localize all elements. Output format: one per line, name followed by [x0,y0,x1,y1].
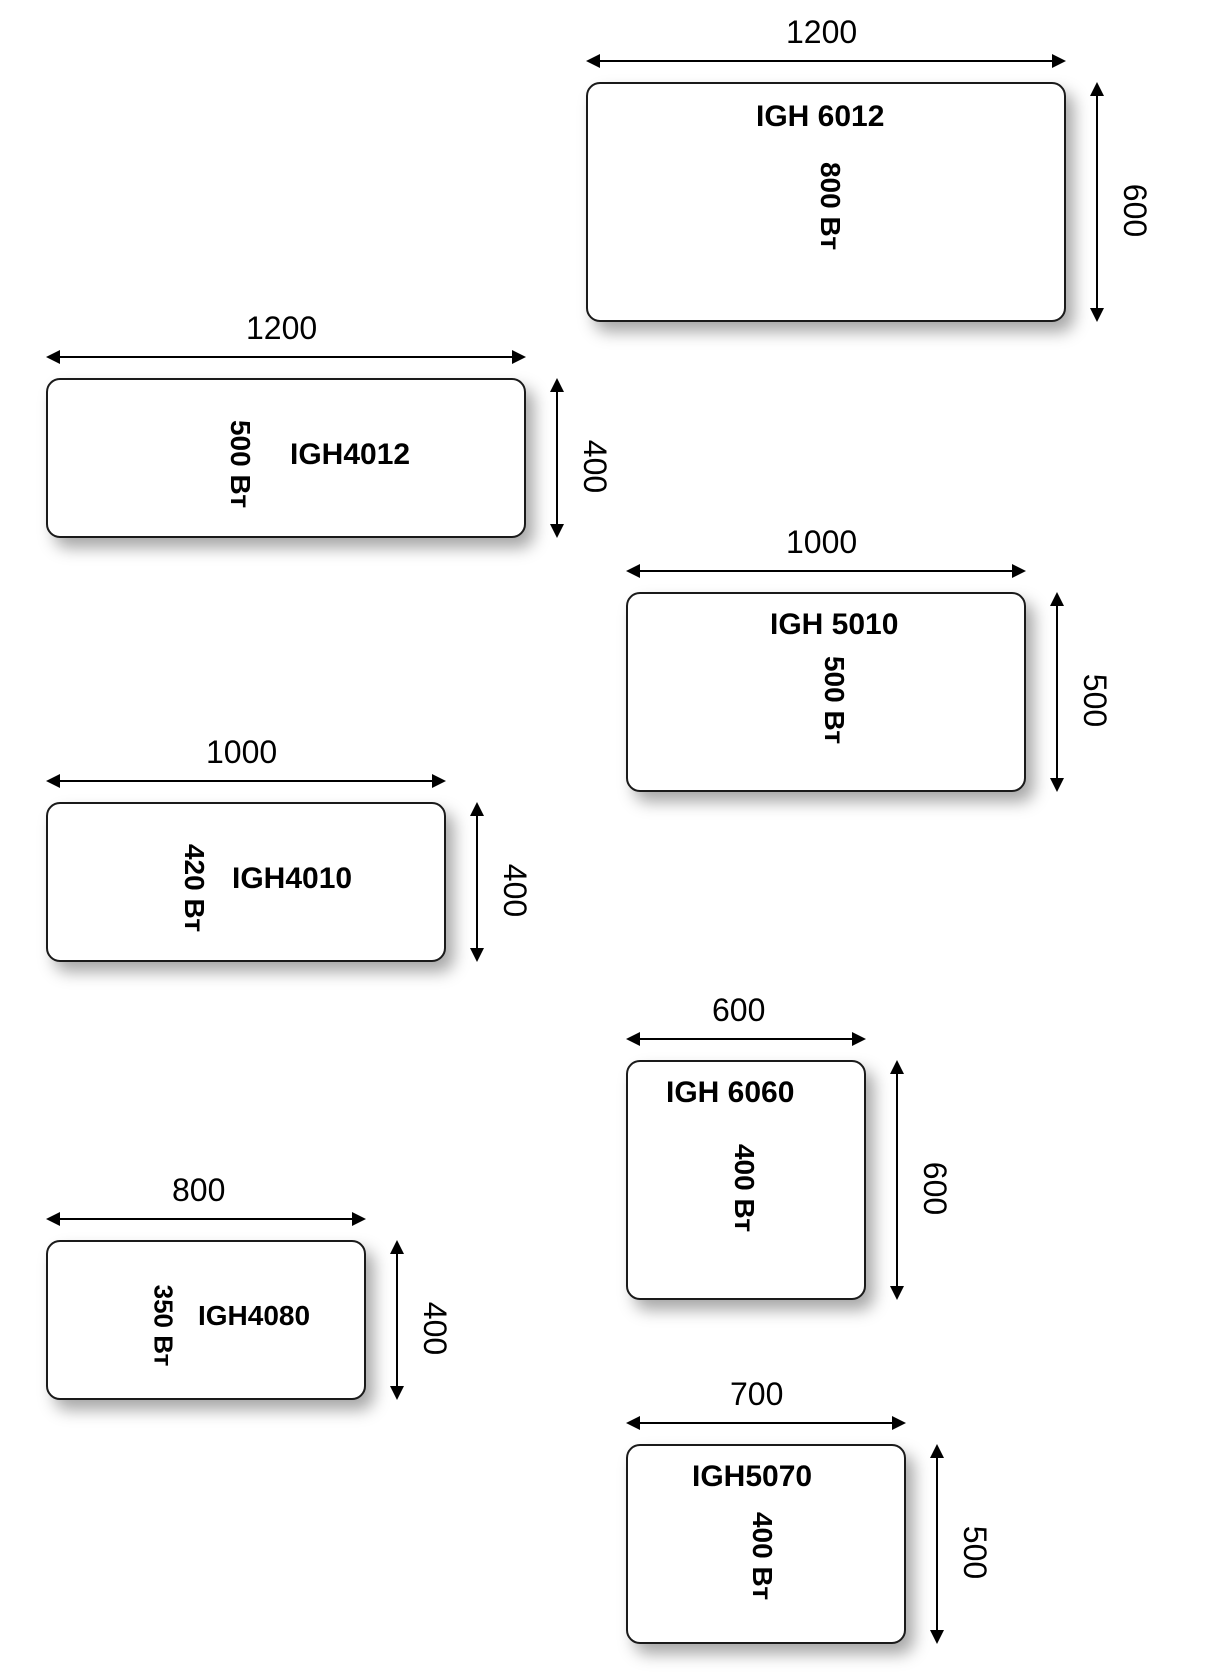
arrow-down-icon [550,524,564,538]
arrow-down-icon [890,1286,904,1300]
power-label-igh4012: 500 Вт [224,420,256,508]
arrow-left-icon [46,350,60,364]
height-label-igh4012: 400 [576,440,613,493]
width-label-igh6060: 600 [712,992,765,1029]
arrow-left-icon [626,1032,640,1046]
arrow-right-icon [512,350,526,364]
dimension-line-horizontal [56,1218,356,1220]
model-label-igh4080: IGH4080 [198,1300,310,1332]
arrow-up-icon [390,1240,404,1254]
dimension-line-horizontal [596,60,1056,62]
model-label-igh5010: IGH 5010 [770,608,898,642]
dimension-line-horizontal [56,780,436,782]
dimension-line-horizontal [56,356,516,358]
arrow-right-icon [1052,54,1066,68]
width-label-igh4010: 1000 [206,734,277,771]
arrow-left-icon [586,54,600,68]
arrow-down-icon [470,948,484,962]
arrow-left-icon [626,1416,640,1430]
arrow-down-icon [1050,778,1064,792]
arrow-right-icon [1012,564,1026,578]
arrow-left-icon [46,774,60,788]
model-label-igh4010: IGH4010 [232,862,352,896]
arrow-left-icon [46,1212,60,1226]
height-label-igh4080: 400 [416,1302,453,1355]
arrow-up-icon [930,1444,944,1458]
height-label-igh4010: 400 [496,864,533,917]
dimension-line-horizontal [636,1422,896,1424]
model-label-igh5070: IGH5070 [692,1460,812,1494]
arrow-up-icon [470,802,484,816]
power-label-igh5070: 400 Вт [746,1512,778,1600]
dimension-line-vertical [396,1250,398,1390]
model-label-igh6012: IGH 6012 [756,100,884,134]
dimension-line-vertical [936,1454,938,1634]
width-label-igh5070: 700 [730,1376,783,1413]
height-label-igh6060: 600 [916,1162,953,1215]
power-label-igh5010: 500 Вт [818,656,850,744]
panel-igh4012 [46,378,526,538]
arrow-down-icon [390,1386,404,1400]
power-label-igh4010: 420 Вт [178,844,210,932]
width-label-igh5010: 1000 [786,524,857,561]
arrow-left-icon [626,564,640,578]
arrow-up-icon [1090,82,1104,96]
power-label-igh6060: 400 Вт [728,1144,760,1232]
arrow-up-icon [550,378,564,392]
dimension-line-vertical [1056,602,1058,782]
arrow-right-icon [352,1212,366,1226]
arrow-down-icon [1090,308,1104,322]
width-label-igh4080: 800 [172,1172,225,1209]
diagram-canvas: IGH 6012 800 Вт 1200 600 IGH4012 500 Вт 1200 40… [0,0,1210,1672]
dimension-line-vertical [1096,92,1098,312]
dimension-line-vertical [556,388,558,528]
arrow-right-icon [432,774,446,788]
arrow-up-icon [890,1060,904,1074]
dimension-line-vertical [476,812,478,952]
arrow-up-icon [1050,592,1064,606]
model-label-igh6060: IGH 6060 [666,1076,794,1110]
arrow-right-icon [892,1416,906,1430]
dimension-line-vertical [896,1070,898,1290]
height-label-igh5070: 500 [956,1526,993,1579]
arrow-down-icon [930,1630,944,1644]
model-label-igh4012: IGH4012 [290,438,410,472]
dimension-line-horizontal [636,570,1016,572]
height-label-igh6012: 600 [1116,184,1153,237]
height-label-igh5010: 500 [1076,674,1113,727]
width-label-igh6012: 1200 [786,14,857,51]
dimension-line-horizontal [636,1038,856,1040]
arrow-right-icon [852,1032,866,1046]
width-label-igh4012: 1200 [246,310,317,347]
power-label-igh6012: 800 Вт [814,162,846,250]
power-label-igh4080: 350 Вт [147,1285,178,1367]
